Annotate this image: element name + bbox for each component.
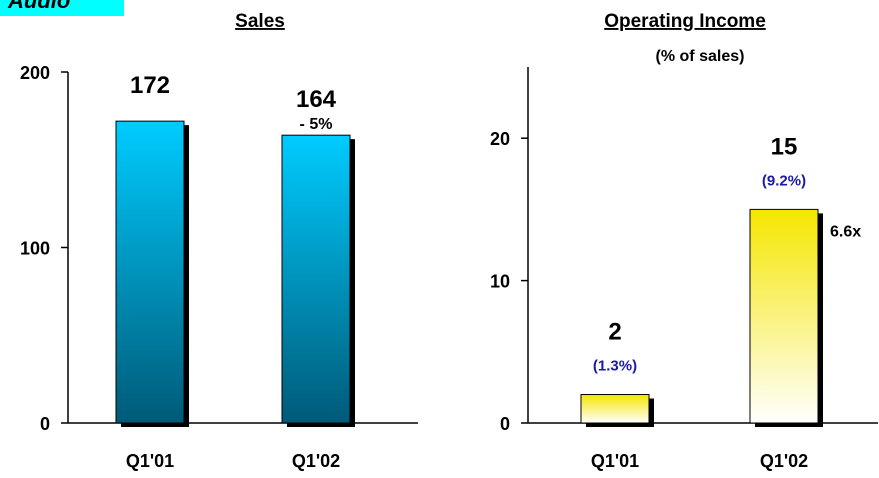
charts-group: 0 100 200 Q1'01 172 Q1'02 164 - 5% 0 10 20 Q1'01 2 (1… [20,63,878,471]
sales-bar [115,120,185,424]
income-category-label: Q1'02 [760,451,808,471]
segment-badge-bg [0,0,124,16]
income-value-label: 2 [608,319,621,346]
sales-category-label: Q1'02 [292,451,340,471]
income-value-label: 15 [771,133,798,160]
income-pct-label: (1.3%) [593,358,637,375]
segment-badge-label: Audio [7,0,70,13]
income-bar [580,394,650,424]
sales-y-tick-label: 0 [40,414,50,434]
income-change-annotation: 6.6x [830,223,861,240]
sales-y-tick-label: 100 [20,239,50,259]
income-y-tick-label: 0 [500,414,510,434]
segment-badge: Audio [0,0,124,16]
income-chart-title: Operating Income [604,11,766,32]
sales-chart-title: Sales [235,11,285,32]
income-chart-subtitle: (% of sales) [656,48,745,65]
income-y-tick-label: 20 [490,129,510,149]
sales-value-label: 172 [130,72,170,99]
income-category-label: Q1'01 [591,451,639,471]
sales-value-label: 164 [296,86,337,113]
sales-y-tick-label: 200 [20,63,50,83]
sales-bar [281,134,351,424]
income-pct-label: (9.2%) [762,172,806,189]
sales-change-annotation: - 5% [300,116,333,133]
sales-category-label: Q1'01 [126,451,174,471]
income-y-tick-label: 10 [490,272,510,292]
income-bar [749,208,819,424]
